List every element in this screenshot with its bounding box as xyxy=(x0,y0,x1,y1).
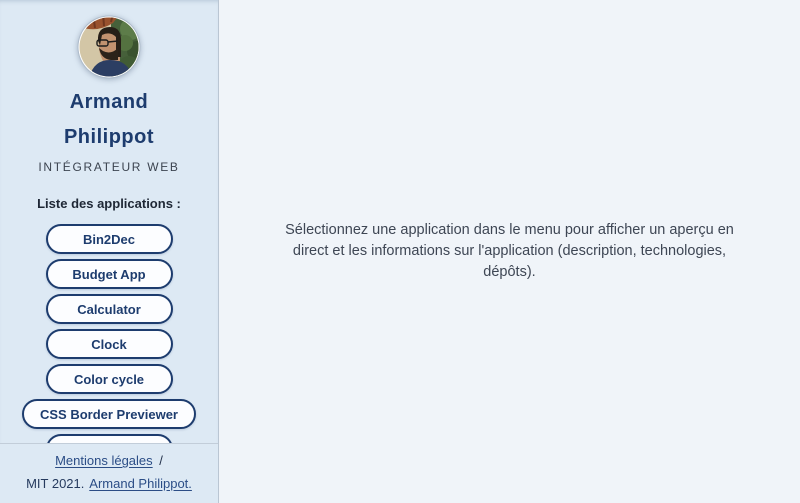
app-button-clock[interactable]: Clock xyxy=(45,329,173,359)
placeholder-message: Sélectionnez une application dans le men… xyxy=(285,222,734,280)
legal-notice-link[interactable]: Mentions légales xyxy=(55,453,153,468)
apps-nav: Bin2Dec Budget App Calculator Clock Colo… xyxy=(0,224,218,443)
app-button-color-cycle[interactable]: Color cycle xyxy=(45,364,173,394)
sidebar: Armand Philippot INTÉGRATEUR WEB Liste d… xyxy=(0,0,219,503)
first-name: Armand xyxy=(69,91,149,113)
app-button-bin2dec[interactable]: Bin2Dec xyxy=(45,224,173,254)
site-title: Armand Philippot xyxy=(64,85,154,155)
author-link[interactable]: Armand Philippot. xyxy=(89,476,192,491)
apps-list-heading: Liste des applications : xyxy=(37,196,181,211)
license-line: MIT 2021. Armand Philippot. xyxy=(0,477,218,491)
legal-line: Mentions légales / xyxy=(0,454,218,468)
app-button-css-border-previewer[interactable]: CSS Border Previewer xyxy=(21,399,196,429)
job-title: INTÉGRATEUR WEB xyxy=(38,160,180,174)
app-button-calculator[interactable]: Calculator xyxy=(45,294,173,324)
avatar xyxy=(77,15,141,79)
app-button-partial[interactable] xyxy=(45,434,173,443)
profile-photo-icon xyxy=(77,15,141,79)
sidebar-footer: Mentions légales / MIT 2021. Armand Phil… xyxy=(0,443,218,503)
profile-header: Armand Philippot INTÉGRATEUR WEB xyxy=(38,0,179,174)
app-button-budget-app[interactable]: Budget App xyxy=(45,259,173,289)
main-panel: Sélectionnez une application dans le men… xyxy=(219,0,800,503)
license-text: MIT 2021. xyxy=(26,476,85,491)
footer-separator: / xyxy=(159,453,163,468)
last-name: Philippot xyxy=(63,126,155,148)
